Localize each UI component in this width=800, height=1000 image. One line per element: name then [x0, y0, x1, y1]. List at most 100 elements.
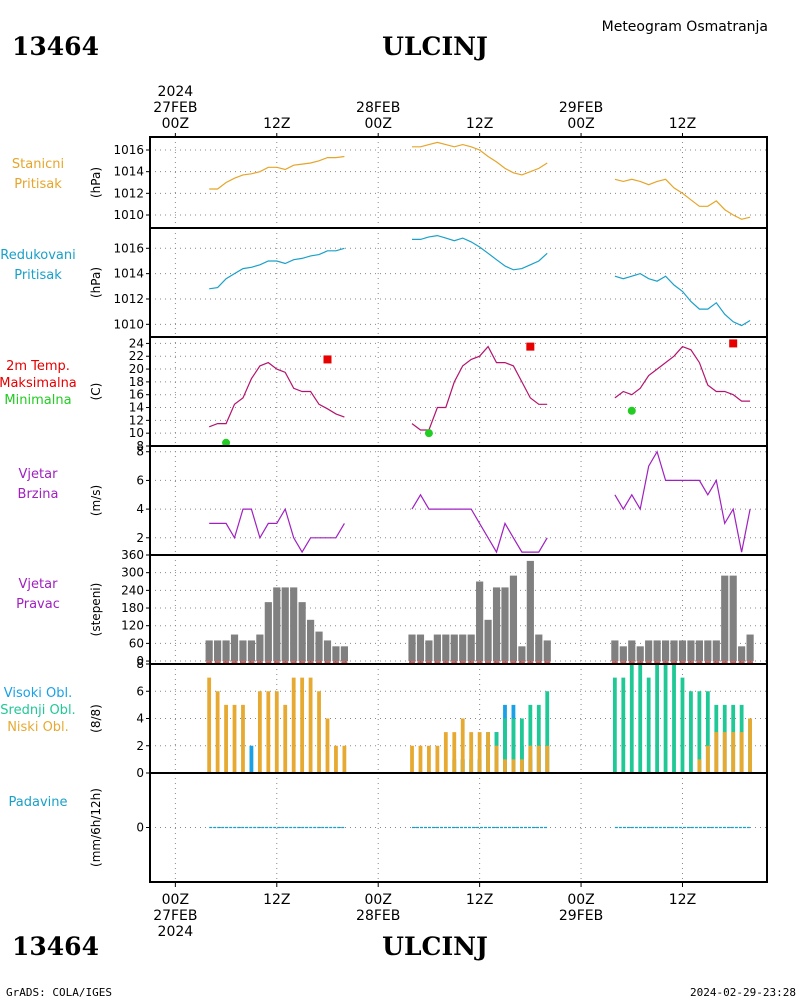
cloud-bar: [697, 691, 702, 773]
cloud-bar: [528, 745, 533, 773]
tmin-marker: [424, 429, 433, 438]
cloud-bar: [494, 745, 499, 773]
y-tick-label: 120: [121, 619, 144, 633]
direction-bar: [433, 634, 441, 662]
direction-bar: [273, 587, 281, 662]
cloud-bar: [714, 732, 719, 773]
direction-bar: [230, 634, 239, 662]
y-axis-label: (m/s): [89, 485, 103, 516]
direction-bar: [256, 634, 264, 662]
cloud-bar: [519, 718, 524, 773]
cloud-bar: [241, 704, 245, 773]
cloud-bar: [325, 718, 330, 773]
panel-label: Redukovani: [0, 248, 75, 263]
station-name-bottom: ULCINJ: [382, 932, 488, 961]
cloud-bar: [257, 691, 262, 773]
y-tick-label: 24: [129, 336, 144, 350]
cloud-bar: [722, 732, 727, 773]
direction-bar: [214, 640, 222, 662]
y-tick-label: 4: [136, 712, 144, 726]
y-tick-label: 8: [136, 657, 144, 671]
y-tick-label: 300: [121, 566, 144, 580]
panel-frame: [149, 136, 768, 229]
cloud-bar: [638, 664, 643, 773]
cloud-bar: [503, 718, 507, 773]
series-line: [209, 507, 345, 554]
cloud-bar: [739, 732, 744, 773]
panel-label: Visoki Obl.: [4, 686, 72, 701]
cloud-bar: [545, 691, 550, 773]
cloud-bar: [621, 677, 626, 773]
panel-frame: [149, 336, 768, 447]
y-tick-label: 16: [129, 388, 144, 402]
time-label-bottom: 12Z: [466, 892, 493, 908]
station-id-bottom: 13464: [12, 932, 99, 961]
y-tick-label: 1012: [113, 292, 144, 306]
tmax-marker: [323, 355, 332, 364]
time-label-bottom: 27FEB: [153, 908, 197, 924]
y-tick-label: 1010: [113, 208, 144, 222]
y-tick-label: 1010: [113, 317, 144, 331]
direction-bar: [340, 646, 348, 662]
direction-bar: [619, 646, 627, 662]
y-tick-label: 1016: [113, 143, 144, 157]
series-line: [208, 361, 345, 428]
panel-frame: [149, 227, 768, 338]
time-label-bottom: 00Z: [365, 892, 392, 908]
cloud-bar: [317, 691, 321, 773]
time-label-top: 00Z: [567, 116, 594, 132]
cloud-bar: [612, 677, 617, 773]
direction-bar: [645, 640, 653, 662]
panel-frame: [149, 772, 768, 883]
series-line: [209, 155, 345, 190]
y-axis-label: (mm/6h/12h): [89, 788, 103, 867]
y-axis-label: (8/8): [89, 704, 103, 733]
panel-label: Stanicni: [12, 157, 64, 172]
series-line: [614, 272, 751, 327]
cloud-bar: [528, 704, 533, 773]
time-label-top: 12Z: [263, 116, 290, 132]
panel-label: Brzina: [18, 487, 59, 502]
panel-label: Vjetar: [19, 577, 59, 592]
y-tick-label: 2: [136, 531, 144, 545]
cloud-bar: [545, 745, 550, 773]
cloud-bar: [435, 745, 440, 773]
y-tick-label: 22: [129, 349, 144, 363]
y-tick-label: 1014: [113, 267, 144, 281]
cloud-bar: [655, 664, 660, 773]
direction-bar: [712, 640, 720, 662]
direction-bar: [628, 640, 636, 662]
cloud-bar: [477, 732, 482, 773]
direction-bar: [247, 640, 256, 662]
cloud-bar: [266, 691, 271, 773]
cloud-bar: [689, 691, 693, 773]
direction-bar: [264, 602, 272, 662]
cloud-bar: [249, 745, 254, 773]
direction-bar: [746, 634, 754, 662]
y-tick-label: 12: [129, 413, 144, 427]
direction-bar: [704, 640, 712, 662]
direction-bar: [509, 575, 518, 662]
direction-bar: [290, 587, 298, 662]
direction-bar: [721, 575, 729, 662]
direction-bar: [526, 560, 534, 662]
time-label-bottom: 12Z: [263, 892, 290, 908]
direction-bar: [416, 634, 425, 662]
y-axis-label: (stepeni): [89, 583, 103, 637]
time-label-bottom: 28FEB: [356, 908, 400, 924]
series-line: [411, 493, 548, 554]
cloud-bar: [731, 732, 736, 773]
cloud-bar: [215, 691, 220, 773]
cloud-bar: [308, 677, 313, 773]
direction-bar: [298, 602, 306, 662]
cloud-bar: [274, 691, 279, 773]
y-tick-label: 240: [121, 583, 144, 597]
station-id-top: 13464: [12, 32, 99, 61]
cloud-bar: [207, 677, 212, 773]
panel-label: Padavine: [9, 795, 68, 810]
cloud-bar: [705, 691, 710, 773]
direction-bar: [239, 640, 247, 662]
direction-bar: [653, 640, 661, 662]
direction-bar: [315, 631, 323, 662]
panel-label: Minimalna: [4, 393, 71, 408]
